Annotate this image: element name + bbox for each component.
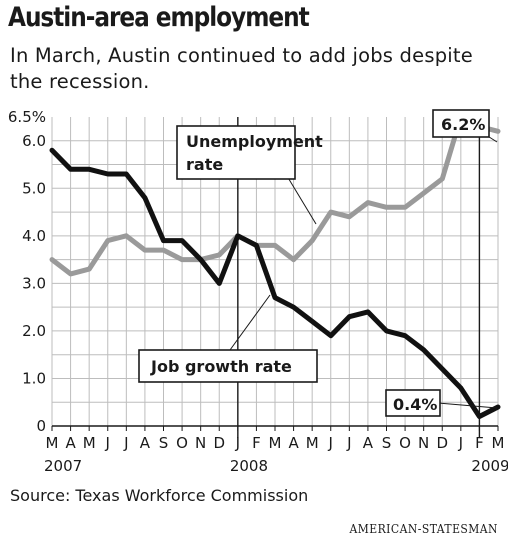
x-tick-label: J <box>123 434 128 452</box>
x-tick-label: A <box>65 434 76 452</box>
axes: 01.02.03.04.05.06.06.5%M A M J J A S O N D J F M A M J J… <box>8 108 508 475</box>
x-tick-label: A <box>363 434 374 452</box>
x-tick-label: S <box>159 434 169 452</box>
unemployment-rate-label-line2: rate <box>186 155 223 174</box>
x-tick-label: M <box>269 434 282 452</box>
series-lines <box>49 114 501 419</box>
y-tick-label: 3.0 <box>22 274 46 292</box>
job-growth-rate-line <box>49 147 501 419</box>
x-tick-label: N <box>195 434 206 452</box>
x-tick-label: J <box>328 434 333 452</box>
annotations: Unemployment rate Job growth rate 6.2% 0… <box>138 109 498 417</box>
x-tick-label: F <box>475 434 484 452</box>
y-tick-label: 2.0 <box>22 322 46 340</box>
x-tick-label: O <box>176 434 188 452</box>
job-growth-rate-label: Job growth rate <box>150 357 292 376</box>
source-note: Source: Texas Workforce Commission <box>10 486 309 505</box>
unemployment-end-label-box <box>432 109 490 138</box>
x-tick-label: J <box>105 434 110 452</box>
unemployment-rate-label-line1: Unemployment <box>186 132 323 151</box>
y-tick-label: 6.0 <box>22 132 46 150</box>
year-label: 2009 <box>471 457 508 475</box>
job-growth-end-label: 0.4% <box>393 395 437 414</box>
y-tick-label: 6.5% <box>8 108 46 126</box>
job-growth-end-label-box <box>385 389 441 417</box>
y-tick-label: 0 <box>36 417 46 435</box>
x-tick-label: S <box>382 434 392 452</box>
job-growth-rate-label-box <box>138 349 318 383</box>
y-tick-label: 1.0 <box>22 369 46 387</box>
unemployment-rate-label-box <box>176 125 296 180</box>
x-tick-label: J <box>346 434 351 452</box>
x-tick-label: O <box>399 434 411 452</box>
chart-subtitle: In March, Austin continued to add jobs d… <box>10 44 473 93</box>
x-tick-label: N <box>418 434 429 452</box>
chart-title: Austin-area employment <box>8 2 310 33</box>
x-tick-label: A <box>140 434 151 452</box>
unemployment-rate-line <box>49 114 501 277</box>
x-tick-label: J <box>458 434 463 452</box>
x-tick-label: M <box>306 434 319 452</box>
year-label: 2008 <box>230 457 268 475</box>
x-tick-label: J <box>235 434 240 452</box>
x-tick-label: A <box>288 434 299 452</box>
publisher-credit: AMERICAN-STATESMAN <box>349 522 498 536</box>
x-tick-label: M <box>46 434 59 452</box>
x-tick-label: M <box>492 434 505 452</box>
unemployment-rate-leader <box>283 170 317 225</box>
year-label: 2007 <box>44 457 82 475</box>
x-tick-label: D <box>213 434 225 452</box>
job-growth-rate-leader <box>229 294 271 351</box>
x-tick-label: M <box>83 434 96 452</box>
x-tick-label: D <box>436 434 448 452</box>
y-tick-label: 4.0 <box>22 227 46 245</box>
unemployment-end-label: 6.2% <box>441 115 485 134</box>
x-tick-label: F <box>252 434 261 452</box>
job-growth-end-leader <box>437 402 498 409</box>
y-tick-label: 5.0 <box>22 179 46 197</box>
